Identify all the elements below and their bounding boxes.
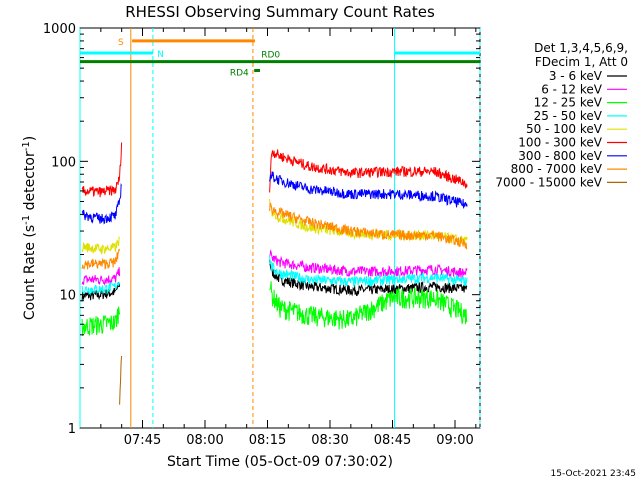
- y-tick-label-1: 1: [68, 422, 76, 437]
- legend-header-line-2: FDecim 1, Att 0: [535, 55, 628, 69]
- legend-label-8: 7000 - 15000 keV: [495, 175, 602, 189]
- y-axis-label: Count Rate (s-1 detector-1): [21, 136, 39, 320]
- x-tick-label-08:45: 08:45: [374, 433, 411, 448]
- x-tick-label-08:30: 08:30: [311, 433, 348, 448]
- footer-timestamp: 15-Oct-2021 23:45: [551, 469, 636, 479]
- y-tick-label-10: 10: [59, 289, 76, 304]
- series-line-6-12-kev: [81, 249, 468, 286]
- y-axis-label-end: ): [22, 136, 38, 141]
- legend: Det 1,3,4,5,6,9, FDecim 1, Att 0 3 - 6 k…: [495, 41, 628, 189]
- series-line-25-50-kev: [81, 255, 468, 297]
- plot-frame: [79, 27, 481, 429]
- y-tick-label-1000: 1000: [43, 22, 76, 37]
- y-axis-label-sup1: -1: [21, 215, 32, 225]
- legend-header-line-1: Det 1,3,4,5,6,9,: [534, 41, 628, 55]
- legend-label-7: 800 - 7000 keV: [511, 162, 603, 176]
- x-tick-label-08:00: 08:00: [186, 433, 223, 448]
- legend-label-4: 50 - 100 keV: [526, 122, 603, 136]
- legend-label-6: 300 - 800 keV: [518, 149, 602, 163]
- legend-label-3: 25 - 50 keV: [534, 109, 603, 123]
- state-markers: S N RD0 RD4: [79, 28, 481, 428]
- y-axis-label-mid: detector: [22, 151, 38, 215]
- state-label-rd4: RD4: [230, 69, 249, 79]
- state-label-rd0: RD0: [261, 51, 280, 61]
- state-label-s: S: [118, 38, 124, 48]
- series-line-300-800-kev: [81, 171, 468, 225]
- x-tick-label-08:15: 08:15: [249, 433, 286, 448]
- series-line-100-300-kev: [81, 142, 468, 198]
- x-tick-label-07:45: 07:45: [124, 433, 161, 448]
- chart-title: RHESSI Observing Summary Count Rates: [125, 3, 435, 21]
- series-line-800-7000-kev: [81, 202, 468, 270]
- series-layer: [81, 142, 468, 405]
- state-label-n: N: [157, 50, 164, 60]
- series-line-50-100-kev: [81, 198, 468, 255]
- y-tick-label-100: 100: [51, 155, 76, 170]
- x-tick-label-09:00: 09:00: [436, 433, 473, 448]
- y-axis-label-sup2: -1: [21, 141, 32, 151]
- series-line-12-25-kev: [81, 281, 468, 337]
- legend-label-2: 12 - 25 keV: [534, 96, 603, 110]
- x-axis-label: Start Time (05-Oct-09 07:30:02): [167, 454, 393, 470]
- y-axis-label-base: Count Rate (s: [22, 225, 38, 320]
- series-line-7000-15000-kev: [119, 355, 123, 405]
- plot-border: [79, 27, 481, 429]
- legend-label-1: 6 - 12 keV: [541, 82, 603, 96]
- legend-label-0: 3 - 6 keV: [549, 69, 603, 83]
- legend-label-5: 100 - 300 keV: [518, 136, 602, 150]
- axis-ticks: 07:45 08:00 08:15 08:30 08:45 09:00 1 10 100 1000: [43, 22, 480, 448]
